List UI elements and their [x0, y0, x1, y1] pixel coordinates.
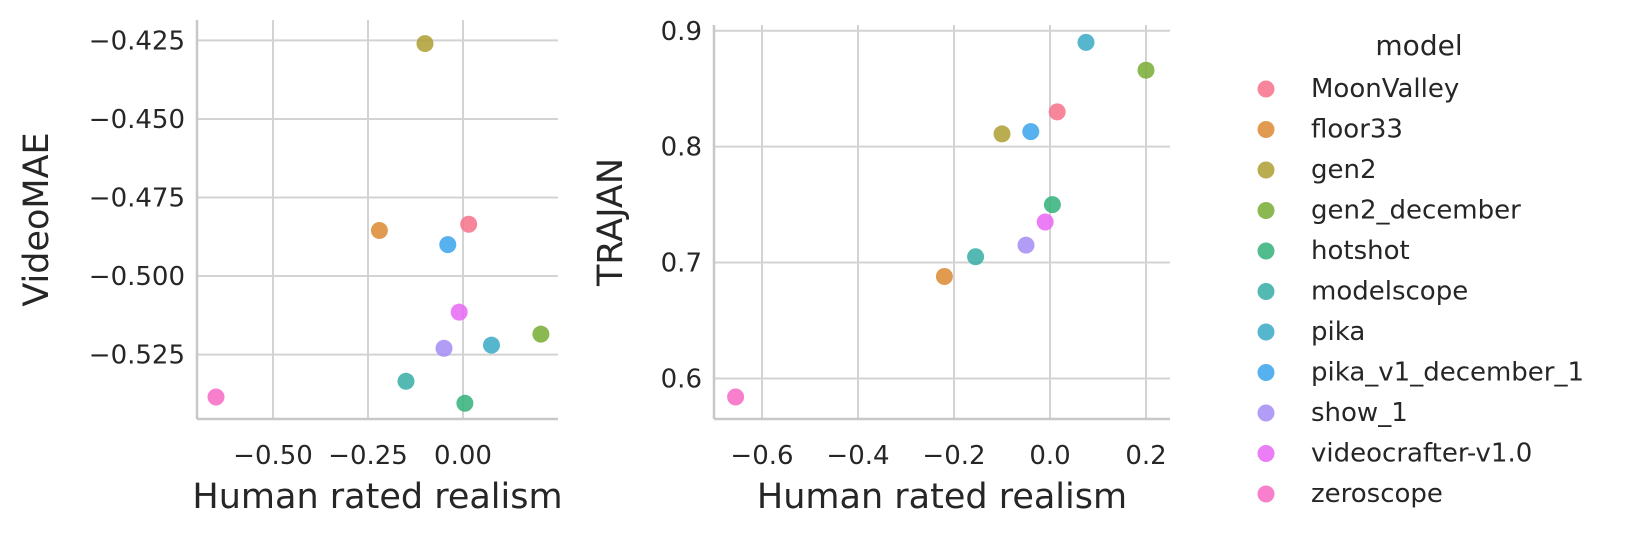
legend-marker-hotshot	[1257, 242, 1275, 260]
legend: model MoonValley floor33 gen2 gen2_december…	[1257, 29, 1584, 509]
point-floor33	[370, 221, 388, 239]
y-tick-label: −0.525	[89, 341, 185, 371]
legend-label: gen2	[1311, 155, 1377, 185]
point-pika	[1077, 33, 1095, 51]
legend-marker-moonvalley	[1257, 80, 1275, 98]
x-axis-label: Human rated realism	[192, 477, 562, 517]
point-zeroscope	[207, 388, 225, 406]
legend-marker-gen2-december	[1257, 202, 1275, 219]
x-tick-label: −0.25	[328, 441, 408, 471]
y-tick-label: −0.450	[89, 105, 185, 135]
trajan-scatter-panel: −0.6 −0.4 −0.2 0.0 0.2 0.6 0.7 0.8 0.9 Human rate…	[591, 17, 1170, 517]
legend-marker-show-1	[1257, 404, 1275, 422]
x-tick-label: −0.50	[233, 441, 313, 471]
x-tick-label: 0.0	[1029, 441, 1070, 471]
point-gen2	[993, 125, 1011, 143]
legend-label: modelscope	[1311, 277, 1468, 307]
point-moonvalley	[460, 215, 478, 233]
y-tick-label: −0.425	[89, 26, 185, 56]
point-gen2	[416, 35, 434, 53]
legend-label: videocrafter-v1.0	[1311, 439, 1532, 469]
legend-label: pika	[1311, 317, 1365, 347]
legend-marker-floor33	[1257, 121, 1275, 138]
point-pika-v1-december-1	[1022, 123, 1040, 141]
y-axis-label: VideoMAE	[17, 132, 57, 306]
legend-marker-gen2	[1257, 161, 1275, 179]
point-moonvalley	[1048, 103, 1066, 121]
y-tick-label: −0.500	[89, 262, 185, 292]
point-floor33	[935, 267, 953, 285]
x-tick-label: 0.00	[434, 441, 492, 471]
point-gen2-december	[532, 325, 550, 343]
legend-label: MoonValley	[1311, 74, 1459, 104]
legend-label: hotshot	[1311, 236, 1410, 266]
point-zeroscope	[727, 388, 745, 406]
x-tick-label: −0.2	[922, 441, 985, 471]
point-hotshot	[1043, 196, 1061, 214]
x-tick-label: 0.2	[1125, 441, 1166, 471]
legend-marker-pika	[1257, 323, 1275, 341]
legend-label: show_1	[1311, 398, 1408, 428]
y-axis-label: TRAJAN	[591, 158, 631, 287]
x-tick-label: −0.4	[826, 441, 889, 471]
y-tick-label: −0.475	[89, 184, 185, 214]
point-videocrafter-v1-0	[450, 303, 468, 321]
legend-marker-videocrafter-v1-0	[1257, 445, 1275, 462]
legend-label: pika_v1_december_1	[1311, 358, 1584, 388]
y-tick-label: 0.6	[661, 364, 702, 394]
point-pika	[483, 336, 500, 354]
legend-marker-zeroscope	[1257, 485, 1275, 503]
x-axis-label: Human rated realism	[757, 477, 1127, 517]
point-hotshot	[456, 394, 474, 412]
point-modelscope	[967, 248, 985, 266]
legend-label: floor33	[1311, 115, 1403, 145]
legend-marker-modelscope	[1257, 283, 1275, 300]
point-show-1	[435, 339, 453, 357]
point-videocrafter-v1-0	[1036, 213, 1054, 231]
legend-marker-pika-v1-december-1	[1257, 364, 1275, 381]
point-modelscope	[397, 372, 415, 390]
y-tick-label: 0.8	[661, 133, 702, 163]
y-tick-label: 0.9	[661, 17, 702, 47]
point-show-1	[1017, 236, 1035, 254]
point-pika-v1-december-1	[439, 236, 457, 254]
legend-title: model	[1375, 29, 1462, 62]
legend-label: zeroscope	[1311, 479, 1443, 509]
legend-label: gen2_december	[1311, 196, 1521, 226]
y-tick-label: 0.7	[661, 249, 702, 279]
point-gen2-december	[1137, 61, 1155, 79]
videomae-scatter-panel: −0.50 −0.25 0.00 −0.425 −0.450 −0.475 −0.500 −0…	[17, 20, 563, 517]
x-tick-label: −0.6	[730, 441, 793, 471]
